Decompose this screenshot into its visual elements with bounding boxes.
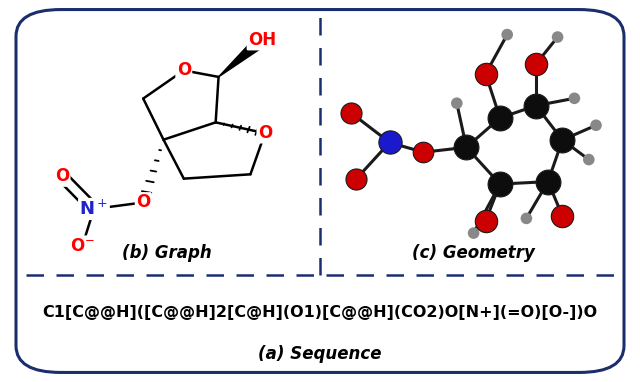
Text: O: O xyxy=(177,62,191,79)
Text: O: O xyxy=(55,167,69,186)
Text: C1[C@@H]([C@@H]2[C@H](O1)[C@@H](CO2)O[N+](=O)[O-])O: C1[C@@H]([C@@H]2[C@H](O1)[C@@H](CO2)O[N+… xyxy=(42,304,598,319)
Point xyxy=(495,115,505,121)
Point xyxy=(522,215,532,222)
Point xyxy=(346,110,356,116)
Polygon shape xyxy=(219,36,268,77)
Text: O$^{-}$: O$^{-}$ xyxy=(70,237,95,255)
Point xyxy=(557,137,568,143)
Text: (a) Sequence: (a) Sequence xyxy=(259,345,381,363)
Point xyxy=(385,139,395,146)
Point xyxy=(461,144,472,151)
Point xyxy=(557,213,568,219)
Point xyxy=(481,71,491,77)
Point xyxy=(351,176,361,182)
Point xyxy=(570,95,580,101)
Point xyxy=(584,157,594,163)
Point xyxy=(531,103,541,109)
Point xyxy=(418,149,428,155)
Point xyxy=(495,181,505,187)
Point xyxy=(591,122,601,128)
Point xyxy=(452,100,462,106)
Text: OH: OH xyxy=(248,31,276,49)
Point xyxy=(531,61,541,67)
Text: O: O xyxy=(258,124,272,142)
Text: N$^+$: N$^+$ xyxy=(79,199,108,219)
Text: O: O xyxy=(136,193,150,212)
Text: (c) Geometry: (c) Geometry xyxy=(412,244,535,262)
FancyBboxPatch shape xyxy=(16,10,624,372)
Point xyxy=(502,32,513,38)
Point xyxy=(468,230,479,236)
Point xyxy=(481,218,491,224)
Point xyxy=(543,178,553,185)
Point xyxy=(552,34,563,40)
Text: (b) Graph: (b) Graph xyxy=(122,244,211,262)
